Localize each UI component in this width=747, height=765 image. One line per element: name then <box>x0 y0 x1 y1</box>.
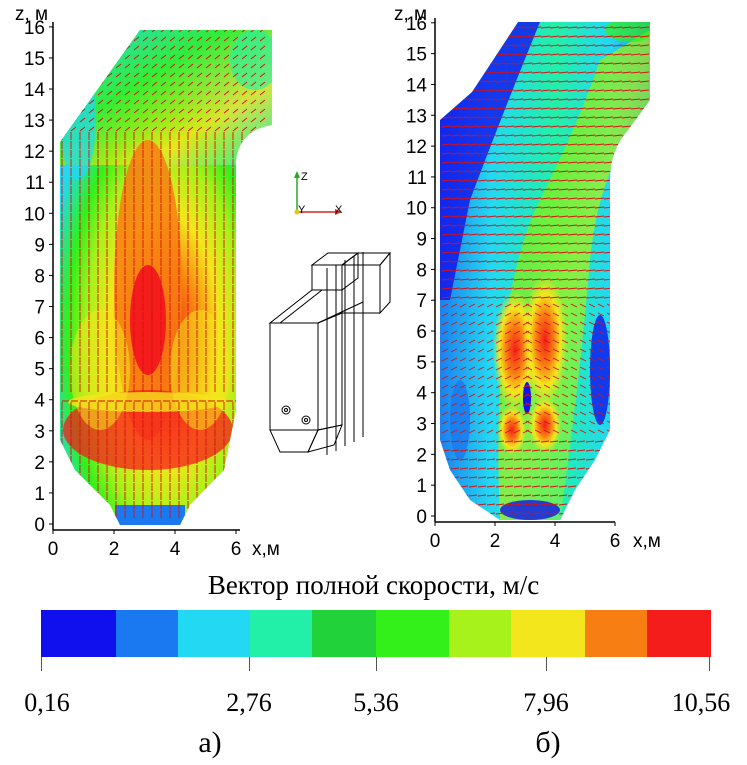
boiler-wireframe <box>268 251 392 455</box>
panel-b-x-tick-2: 2 <box>490 531 501 552</box>
panel-b-contour <box>440 22 650 520</box>
panel-b-z-tick-4: 4 <box>416 384 427 405</box>
panel-b-z-axis-label: z, м <box>394 4 427 25</box>
orientation-triad: Z Y X <box>294 171 343 216</box>
panel-b-z-tick-15: 15 <box>406 45 427 66</box>
panel-b-z-tick-13: 13 <box>406 106 427 127</box>
panel-b-x-tick-4: 4 <box>550 531 561 552</box>
panel-b-x-tick-6: 6 <box>610 531 621 552</box>
panel-a-x-tick-4: 4 <box>170 539 181 560</box>
panel-b-z-tick-9: 9 <box>416 230 427 251</box>
panel-a-z-tick-2: 2 <box>34 453 45 474</box>
legend-swatch <box>647 610 711 657</box>
panel-a-z-tick-1: 1 <box>34 484 45 505</box>
panel-b-z-tick-6: 6 <box>416 322 427 343</box>
legend-tick-mark <box>709 657 710 671</box>
panel-a-x-tick-6: 6 <box>231 539 242 560</box>
panel-b-z-tick-3: 3 <box>416 415 427 436</box>
panel-b-z-tick-16: 16 <box>406 14 427 35</box>
triad-y-label: Y <box>298 204 306 216</box>
legend-swatch <box>41 610 116 657</box>
panel-b-z-tick-2: 2 <box>416 445 427 466</box>
legend-tick-mark <box>249 657 250 671</box>
panel-a-x-tick-2: 2 <box>109 539 120 560</box>
panel-b-z-tick-8: 8 <box>416 260 427 281</box>
legend-tick-label: 0,16 <box>24 688 70 717</box>
panel-b-z-tick-14: 14 <box>406 75 428 96</box>
legend-swatch <box>376 610 449 657</box>
panel-a-contour <box>60 30 272 525</box>
panel-a-z-tick-7: 7 <box>34 298 45 319</box>
legend-tick-mark <box>546 657 547 671</box>
panel-a-z-tick-11: 11 <box>25 173 45 194</box>
panel-a-z-tick-4: 4 <box>34 391 45 412</box>
panel-b-z-tick-5: 5 <box>416 353 427 374</box>
legend-color-bar <box>41 610 711 657</box>
legend-tick-mark <box>41 657 42 671</box>
legend-swatch <box>178 610 250 657</box>
legend-tick-label: 2,76 <box>226 688 272 717</box>
panel-a-caption: а) <box>198 726 222 759</box>
panel-a-z-tick-5: 5 <box>34 360 45 381</box>
legend-swatch <box>585 610 647 657</box>
legend-tick-label: 10,56 <box>671 688 731 717</box>
panel-a-z-tick-8: 8 <box>34 266 45 287</box>
panel-a-z-tick-13: 13 <box>24 111 45 132</box>
panel-b-caption: б) <box>535 726 561 759</box>
panel-a-z-axis-label: z, м <box>15 4 48 25</box>
panel-b-z-tick-10: 10 <box>406 199 427 220</box>
legend-tick-label: 5,36 <box>353 688 399 717</box>
legend-swatch <box>116 610 178 657</box>
panel-a-z-tick-6: 6 <box>34 329 45 350</box>
triad-z-label: Z <box>301 171 308 183</box>
panel-b-z-tick-12: 12 <box>406 137 427 158</box>
panel-a-z-tick-14: 14 <box>24 80 46 101</box>
panel-a-z-tick-15: 15 <box>24 49 45 70</box>
legend-swatch <box>312 610 376 657</box>
panel-a-z-tick-9: 9 <box>34 235 45 256</box>
legend-title: Вектор полной скорости, м/с <box>207 570 540 600</box>
panel-a-x-axis-label: x,м <box>252 539 280 560</box>
legend-tick-mark <box>376 657 377 671</box>
legend-swatch <box>511 610 585 657</box>
panel-a-z-tick-16: 16 <box>24 18 45 39</box>
triad-x-label: X <box>335 204 343 216</box>
panel-a-z-tick-10: 10 <box>24 204 45 225</box>
panel-b-x-axis-label: x,м <box>633 531 661 552</box>
panel-b-z-tick-1: 1 <box>416 476 427 497</box>
panel-b-z-tick-7: 7 <box>416 291 427 312</box>
panel-a-z-tick-12: 12 <box>24 142 45 163</box>
panel-b-x-tick-0: 0 <box>430 531 441 552</box>
panel-a-x-tick-0: 0 <box>48 539 59 560</box>
panel-a-z-tick-3: 3 <box>34 422 45 443</box>
panel-b-z-tick-11: 11 <box>407 168 427 189</box>
panel-a-z-tick-0: 0 <box>34 515 45 536</box>
legend-swatch <box>449 610 511 657</box>
legend-swatch <box>250 610 312 657</box>
panel-b-z-tick-0: 0 <box>416 507 427 528</box>
legend-tick-label: 7,96 <box>523 688 569 717</box>
